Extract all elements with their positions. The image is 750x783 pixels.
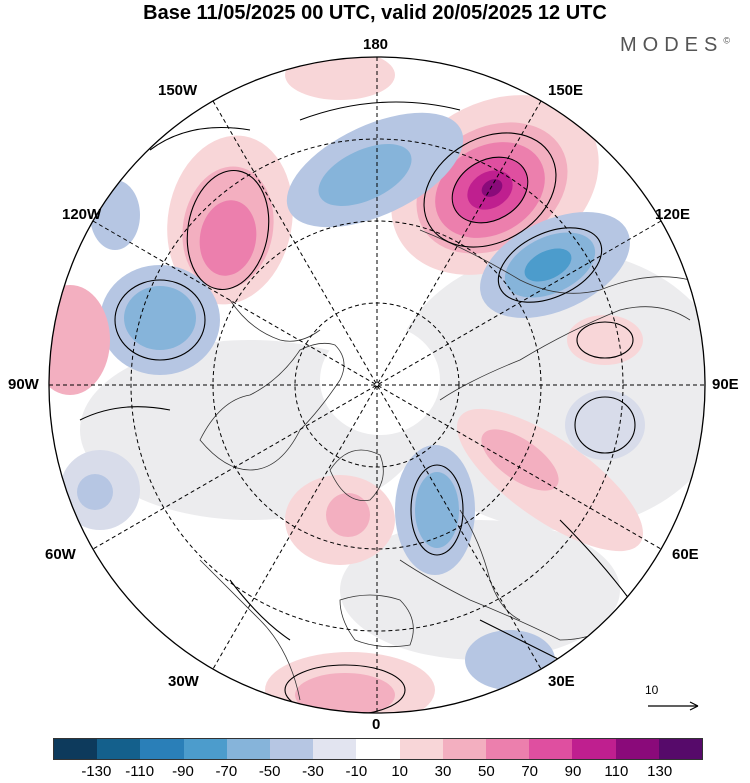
colorbar-swatch — [486, 739, 530, 759]
positive-anomaly — [49, 285, 110, 395]
colorbar-swatch — [226, 739, 271, 759]
colorbar-tick-label: 70 — [521, 763, 538, 780]
reference-vector-arrow — [648, 701, 699, 711]
anomaly-field — [49, 57, 705, 713]
positive-anomaly — [326, 493, 370, 537]
colorbar — [53, 738, 703, 760]
positive-anomaly — [481, 429, 559, 491]
negative-anomaly — [465, 630, 555, 690]
logo-text: MODES — [620, 34, 724, 56]
positive-anomaly — [567, 315, 643, 365]
colorbar-tick-label: -90 — [172, 763, 194, 780]
negative-anomaly — [77, 474, 113, 510]
positive-anomaly — [199, 200, 257, 276]
lon-label-30e: 30E — [548, 673, 575, 690]
lon-label-0: 0 — [372, 716, 381, 733]
reference-vector-label: 10 — [645, 683, 659, 697]
colorbar-swatch — [356, 739, 400, 759]
colorbar-swatch — [658, 739, 703, 759]
logo-mark: © — [723, 35, 730, 46]
colorbar-tick-label: -70 — [215, 763, 238, 780]
colorbar-tick-label: -50 — [258, 763, 281, 780]
colorbar-tick-label: 10 — [391, 763, 408, 780]
graticule — [49, 57, 705, 713]
lon-label-30w: 30W — [168, 673, 199, 690]
lon-label-60e: 60E — [672, 546, 699, 563]
colorbar-swatch — [97, 739, 141, 759]
colorbar-tick-label: 30 — [434, 763, 452, 780]
colorbar-ticks: -130 -110 -90 -70 -50 -30 -10 10 30 50 70 90 110 130 — [53, 763, 703, 783]
lon-label-150w: 150W — [158, 82, 198, 99]
lon-label-180: 180 — [363, 36, 389, 53]
negative-anomaly — [524, 248, 572, 282]
modes-logo: MODES© — [620, 34, 730, 57]
colorbar-swatch — [313, 739, 357, 759]
positive-anomaly — [295, 673, 395, 713]
colorbar-tick-label: 110 — [604, 763, 629, 780]
negative-anomaly — [565, 390, 645, 460]
lon-label-90w: 90W — [8, 376, 39, 393]
colorbar-swatch — [529, 739, 573, 759]
colorbar-tick-label: -10 — [345, 763, 368, 780]
colorbar-tick-label: -30 — [302, 763, 324, 780]
colorbar-swatch — [183, 739, 227, 759]
negative-anomaly — [124, 286, 196, 350]
colorbar-swatch — [442, 739, 487, 759]
colorbar-tick-label: -110 — [125, 763, 155, 780]
colorbar-swatch — [615, 739, 659, 759]
colorbar-swatch — [399, 739, 443, 759]
colorbar-swatch — [270, 739, 314, 759]
lon-label-60w: 60W — [45, 546, 76, 563]
lon-label-120e: 120E — [655, 206, 691, 223]
lon-label-90e: 90E — [712, 376, 739, 393]
colorbar-tick-label: -130 — [81, 763, 112, 780]
lon-label-150e: 150E — [548, 82, 584, 99]
colorbar-swatch — [54, 739, 98, 759]
colorbar-tick-label: 90 — [564, 763, 582, 780]
negative-anomaly — [318, 144, 412, 206]
colorbar-swatch — [572, 739, 616, 759]
colorbar-tick-label: 130 — [647, 763, 673, 780]
map-title: Base 11/05/2025 00 UTC, valid 20/05/2025… — [143, 2, 607, 24]
negative-anomaly — [415, 472, 459, 548]
positive-anomaly — [481, 179, 503, 197]
colorbar-swatch — [140, 739, 184, 759]
map-border — [48, 56, 706, 714]
colorbar-tick-label: 50 — [477, 763, 495, 780]
lon-label-120w: 120W — [62, 206, 102, 223]
